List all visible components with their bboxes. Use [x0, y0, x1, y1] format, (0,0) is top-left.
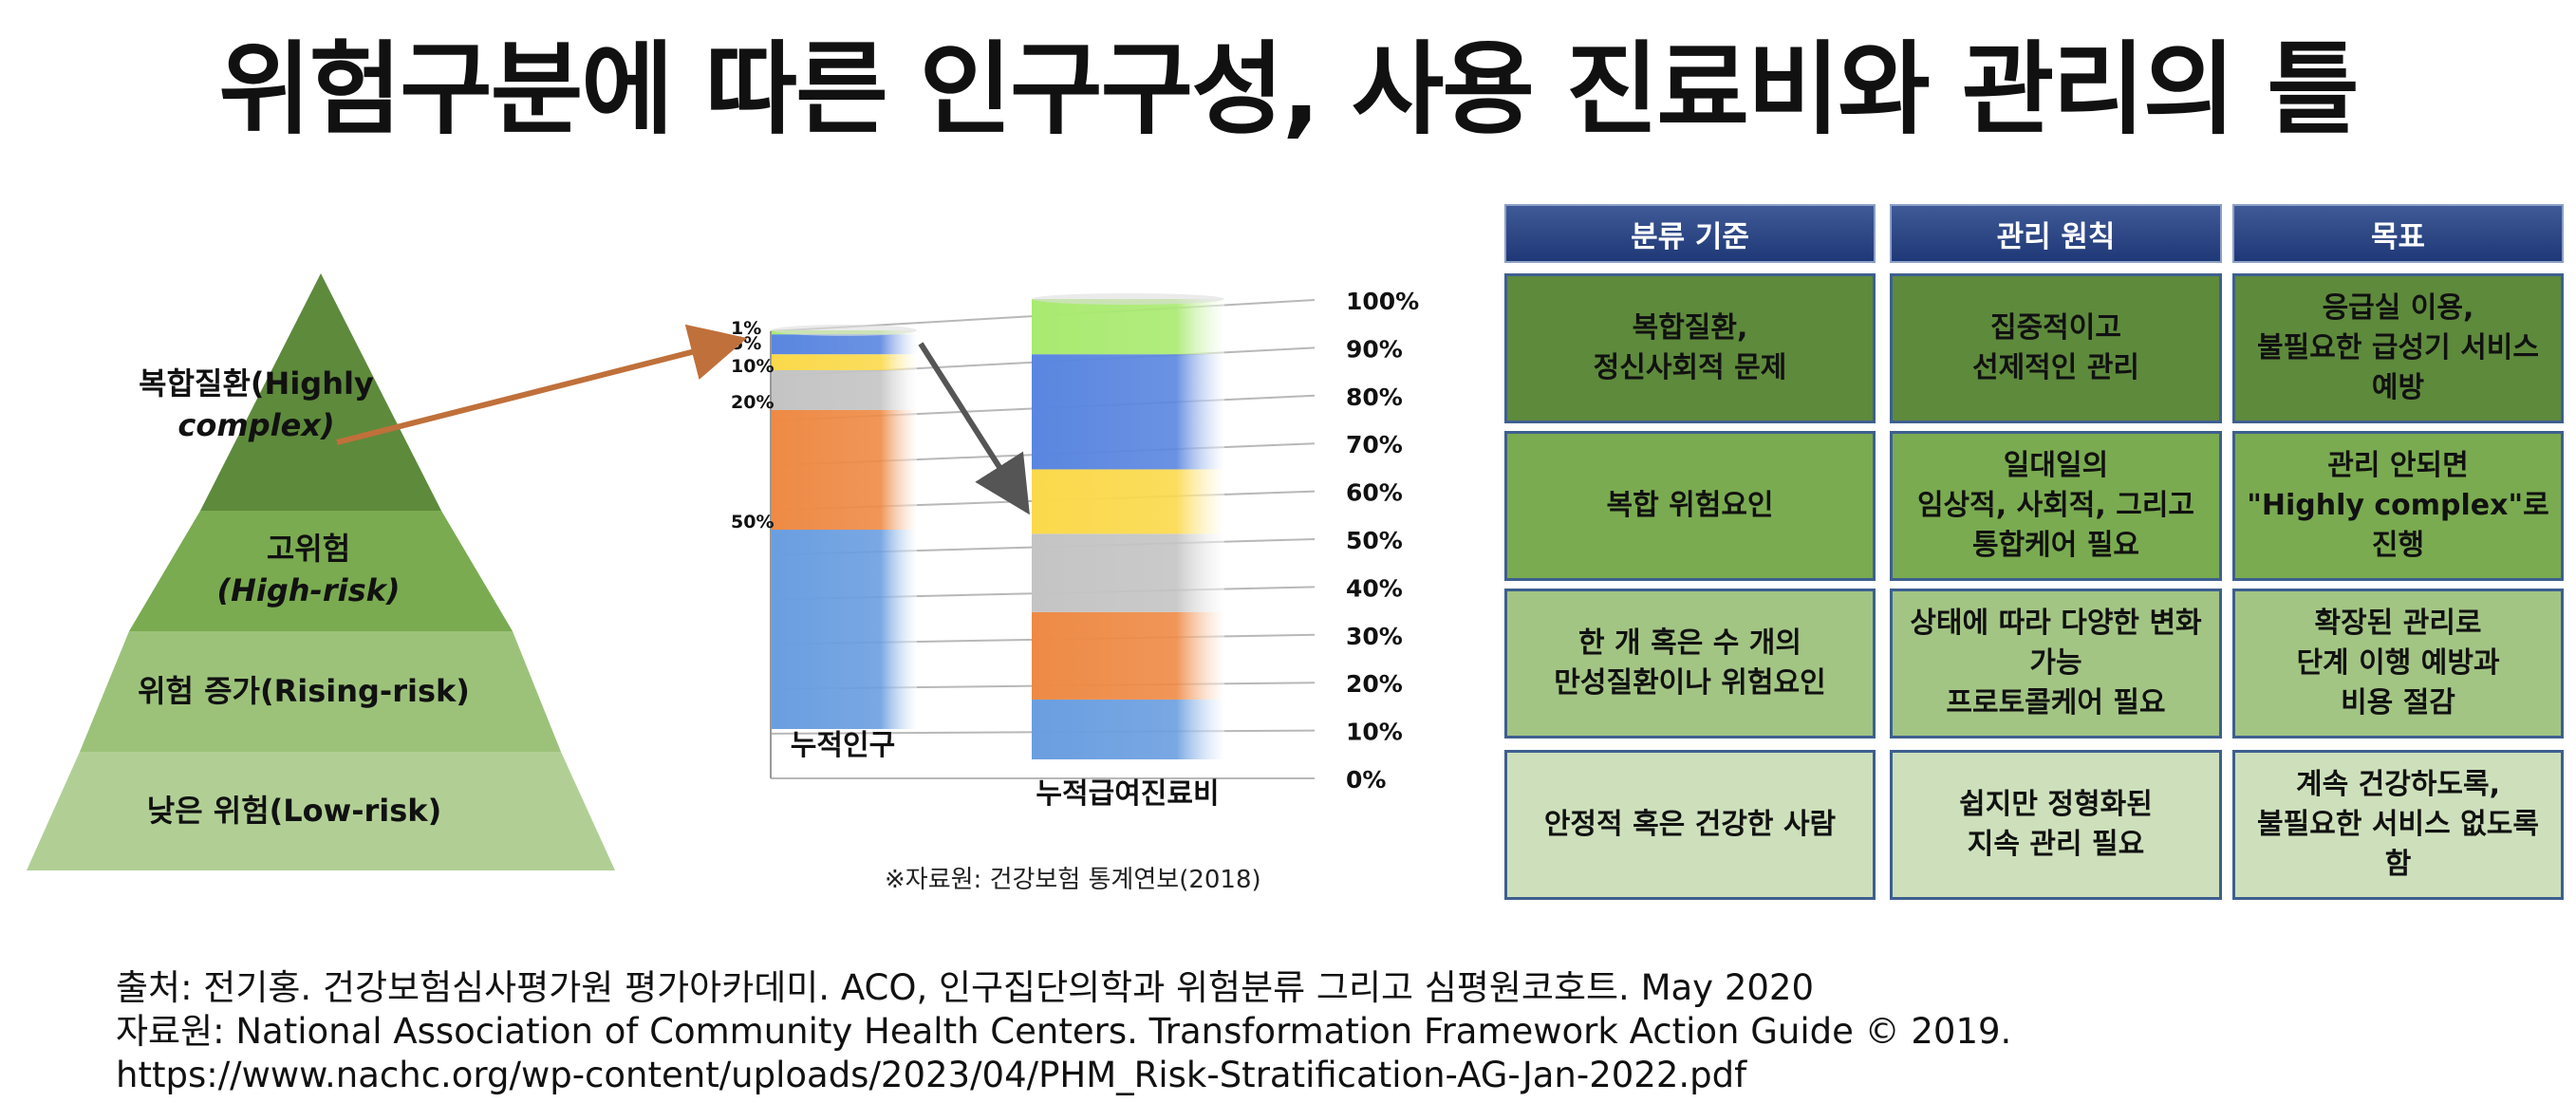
risk-pyramid	[27, 273, 615, 870]
table-cell: 일대일의 임상적, 사회적, 그리고 통합케어 필요	[1890, 431, 2222, 581]
bar-segment	[1032, 299, 1224, 355]
table-cell: 안정적 혹은 건강한 사람	[1504, 750, 1876, 900]
table-header-goal: 목표	[2232, 204, 2564, 263]
bar-segment	[1032, 611, 1224, 700]
bar-segment	[772, 530, 917, 729]
population-to-cost-arrow	[918, 342, 1030, 515]
pyramid-label-low-risk: 낮은 위험(Low-risk)	[146, 793, 442, 829]
bar-segment	[772, 370, 917, 410]
category-label: 누적인구	[791, 729, 895, 762]
bar-segment	[1032, 699, 1224, 759]
bar-segment	[1032, 354, 1224, 470]
pyramid-level-high-risk	[129, 511, 513, 631]
highlight-arrows	[336, 324, 748, 445]
bar-segment	[1032, 469, 1224, 534]
y-tick-label: 0%	[1346, 766, 1386, 794]
pyramid-level-rising-risk	[80, 631, 561, 752]
y-tick-label: 50%	[1346, 527, 1403, 554]
pyramid-to-chart-arrow	[336, 324, 748, 445]
table-cell: 상태에 따라 다양한 변화 가능 프로토콜케어 필요	[1890, 589, 2222, 738]
reference-line: 자료원: National Association of Community H…	[116, 1011, 2012, 1052]
y-tick-label: 10%	[1346, 719, 1403, 746]
table-header-principle: 관리 원칙	[1890, 204, 2222, 263]
table-cell: 응급실 이용, 불필요한 급성기 서비스 예방	[2232, 273, 2564, 423]
category-label: 누적급여진료비	[1036, 777, 1219, 811]
y-tick-label: 90%	[1346, 335, 1403, 363]
pyramid-level-low-risk	[27, 752, 615, 870]
table-cell: 한 개 혹은 수 개의 만성질환이나 위험요인	[1504, 589, 1876, 738]
y-tick-label: 70%	[1346, 431, 1403, 458]
y-tick-label: 40%	[1346, 574, 1403, 602]
bar-segment	[772, 410, 917, 530]
pyramid-level-highly-complex	[200, 273, 441, 511]
pyramid-label-rising-risk: 위험 증가(Rising-risk)	[138, 673, 470, 709]
bar-top	[1032, 293, 1224, 305]
table-cell: 쉽지만 정형화된 지속 관리 필요	[1890, 750, 2222, 900]
table-cell: 확장된 관리로 단계 이행 예방과 비용 절감	[2232, 589, 2564, 738]
bar-top	[772, 325, 917, 336]
page-title: 위험구분에 따른 인구구성, 사용 진료비와 관리의 틀	[218, 31, 2360, 148]
table-cell: 복합 위험요인	[1504, 431, 1876, 581]
reference-line: 출처: 전기홍. 건강보험심사평가원 평가아카데미. ACO, 인구집단의학과 …	[116, 967, 1814, 1008]
table-cell: 복합질환, 정신사회적 문제	[1504, 273, 1876, 423]
bar-segment	[772, 354, 917, 370]
y-tick-label: 100%	[1346, 288, 1419, 315]
reference-line: https://www.nachc.org/wp-content/uploads…	[116, 1055, 1747, 1095]
table-header-criteria: 분류 기준	[1504, 204, 1876, 263]
table-cell: 계속 건강하도록, 불필요한 서비스 없도록 함	[2232, 750, 2564, 900]
chart-source-note: ※자료원: 건강보험 통계연보(2018)	[885, 866, 1261, 894]
pyramid-label-high-risk: 고위험 (High-risk)	[216, 531, 401, 608]
y-tick-label: 60%	[1346, 479, 1403, 507]
table-cell: 관리 안되면 "Highly complex"로 진행	[2232, 431, 2564, 581]
table-cell: 집중적이고 선제적인 관리	[1890, 273, 2222, 423]
pyramid-label-highly-complex: 복합질환(Highly complex)	[139, 365, 374, 443]
y-tick-label: 20%	[1346, 670, 1403, 698]
bar-segment	[1032, 533, 1224, 612]
references: 출처: 전기홍. 건강보험심사평가원 평가아카데미. ACO, 인구집단의학과 …	[116, 966, 2011, 1097]
population-percent-label: 20%	[731, 392, 774, 413]
population-percent-label: 50%	[731, 512, 774, 533]
y-tick-label: 80%	[1346, 383, 1403, 411]
y-tick-label: 30%	[1346, 623, 1403, 650]
bar-segment	[772, 334, 917, 355]
